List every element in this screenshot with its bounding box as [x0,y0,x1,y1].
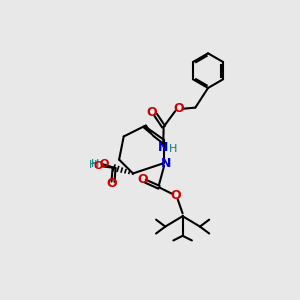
Text: O: O [170,189,181,202]
Text: O: O [173,102,184,115]
Text: H: H [89,160,97,170]
Text: O: O [106,178,117,190]
Text: H: H [169,144,177,154]
Text: O: O [137,173,148,186]
Text: N: N [161,157,171,169]
Text: H: H [91,159,99,169]
Text: O: O [147,106,158,119]
Text: O: O [94,161,103,171]
Text: N: N [158,141,168,154]
Text: O: O [100,159,109,169]
Polygon shape [143,125,153,136]
